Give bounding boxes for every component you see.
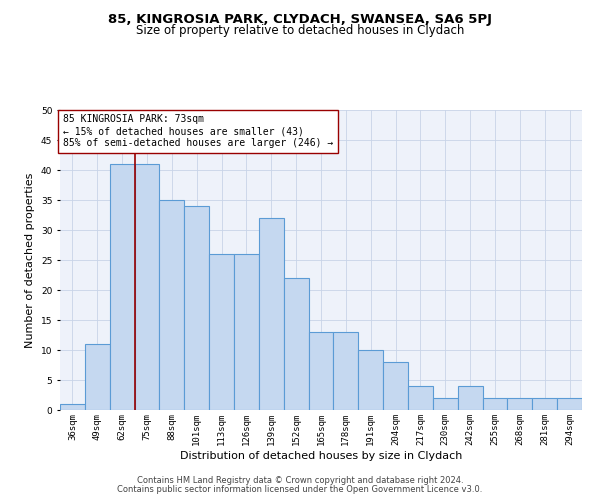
Bar <box>308 332 334 410</box>
Bar <box>184 206 209 410</box>
Bar <box>110 164 134 410</box>
Bar <box>259 218 284 410</box>
Bar <box>334 332 358 410</box>
Bar <box>85 344 110 410</box>
Text: 85 KINGROSIA PARK: 73sqm
← 15% of detached houses are smaller (43)
85% of semi-d: 85 KINGROSIA PARK: 73sqm ← 15% of detach… <box>62 114 333 148</box>
Bar <box>557 398 582 410</box>
Bar <box>284 278 308 410</box>
Bar <box>60 404 85 410</box>
Bar <box>134 164 160 410</box>
Bar <box>358 350 383 410</box>
Text: Contains HM Land Registry data © Crown copyright and database right 2024.: Contains HM Land Registry data © Crown c… <box>137 476 463 485</box>
Bar <box>209 254 234 410</box>
Bar <box>160 200 184 410</box>
Text: Contains public sector information licensed under the Open Government Licence v3: Contains public sector information licen… <box>118 485 482 494</box>
Text: Size of property relative to detached houses in Clydach: Size of property relative to detached ho… <box>136 24 464 37</box>
Bar <box>408 386 433 410</box>
Bar <box>532 398 557 410</box>
Text: 85, KINGROSIA PARK, CLYDACH, SWANSEA, SA6 5PJ: 85, KINGROSIA PARK, CLYDACH, SWANSEA, SA… <box>108 12 492 26</box>
Y-axis label: Number of detached properties: Number of detached properties <box>25 172 35 348</box>
X-axis label: Distribution of detached houses by size in Clydach: Distribution of detached houses by size … <box>180 450 462 460</box>
Bar <box>458 386 482 410</box>
Bar <box>508 398 532 410</box>
Bar <box>383 362 408 410</box>
Bar <box>433 398 458 410</box>
Bar <box>234 254 259 410</box>
Bar <box>482 398 508 410</box>
